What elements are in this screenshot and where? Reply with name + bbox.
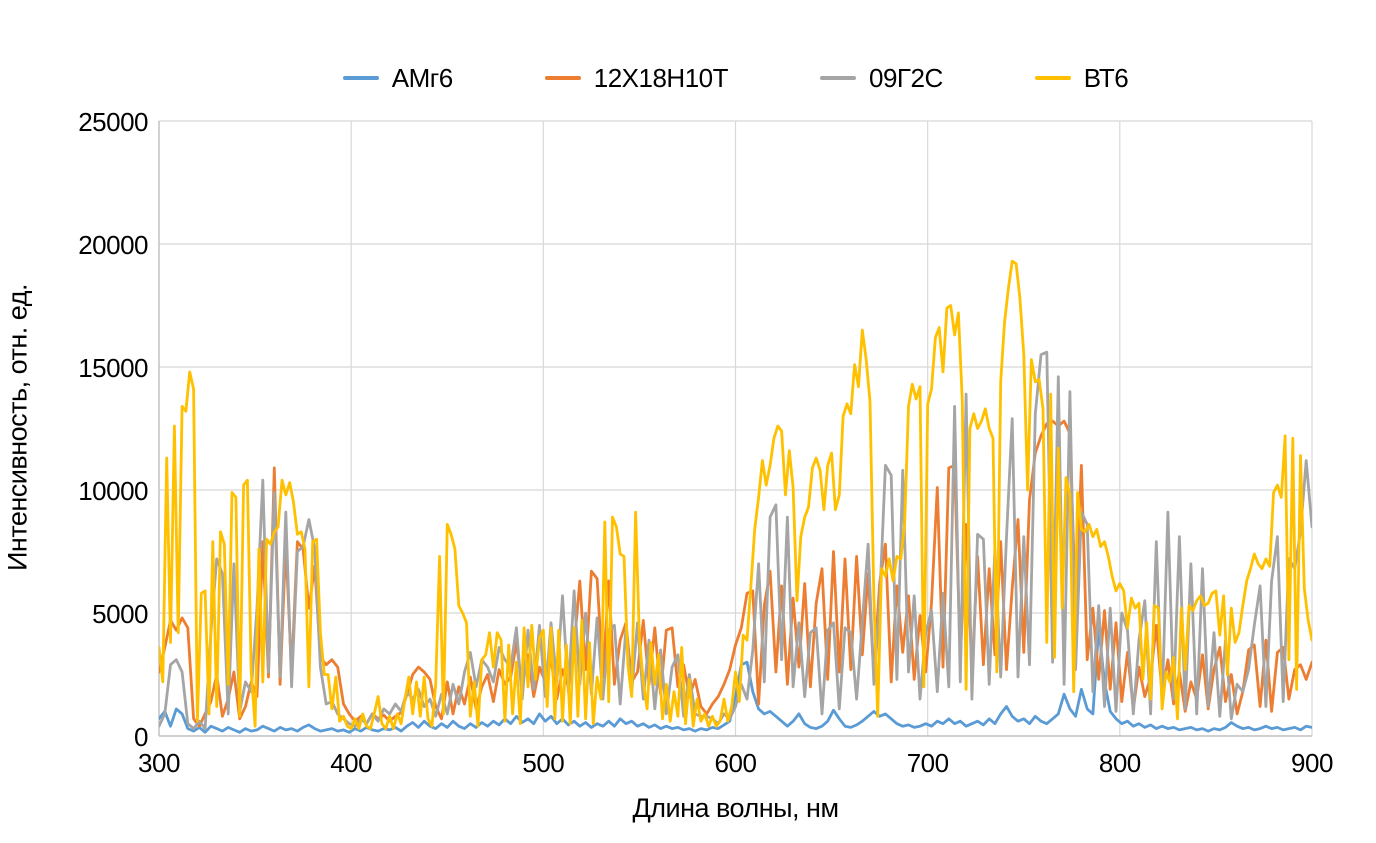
x-tick-label: 700 <box>906 748 949 778</box>
x-tick-label: 900 <box>1291 748 1333 778</box>
series-09g2s-line <box>159 350 1312 730</box>
y-axis-title: Интенсивность, отн. ед. <box>2 284 33 571</box>
legend-swatch-amg6 <box>342 76 379 80</box>
y-tick-label: 0 <box>134 722 148 752</box>
x-tick-label: 400 <box>330 748 373 778</box>
legend-label-vt6: ВТ6 <box>1083 63 1129 93</box>
x-tick-label: 600 <box>714 748 757 778</box>
legend-swatch-12h18n10t <box>544 76 581 80</box>
x-tick-label: 300 <box>138 748 180 778</box>
y-tick-label: 15000 <box>78 353 148 383</box>
x-tick-label: 500 <box>522 748 565 778</box>
y-tick-label: 25000 <box>78 107 148 137</box>
y-tick-label: 20000 <box>78 230 148 260</box>
legend-item-12h18n10t: 12Х18Н10Т <box>544 63 729 93</box>
y-tick-label: 5000 <box>92 599 148 629</box>
y-tick-label: 10000 <box>78 476 148 506</box>
series-amg6-line <box>159 626 1312 734</box>
legend-item-09g2s: 09Г2С <box>820 65 943 91</box>
series-12h18n10t-line <box>159 419 1312 728</box>
legend-label-09g2s: 09Г2С <box>869 63 943 93</box>
legend-label-amg6: АМг6 <box>391 63 453 93</box>
legend-item-amg6: АМг6 <box>342 63 453 93</box>
x-axis-title: Длина волны, нм <box>632 793 839 823</box>
legend-item-vt6: ВТ6 <box>1034 63 1129 93</box>
x-tick-label: 800 <box>1098 748 1141 778</box>
series-vt6-line <box>159 259 1312 730</box>
chart-legend: АМг6 12Х18Н10Т 09Г2С ВТ6 <box>159 58 1312 98</box>
legend-swatch-09g2s <box>820 76 856 80</box>
legend-swatch-vt6 <box>1034 76 1071 80</box>
legend-label-12h18n10t: 12Х18Н10Т <box>593 63 729 93</box>
